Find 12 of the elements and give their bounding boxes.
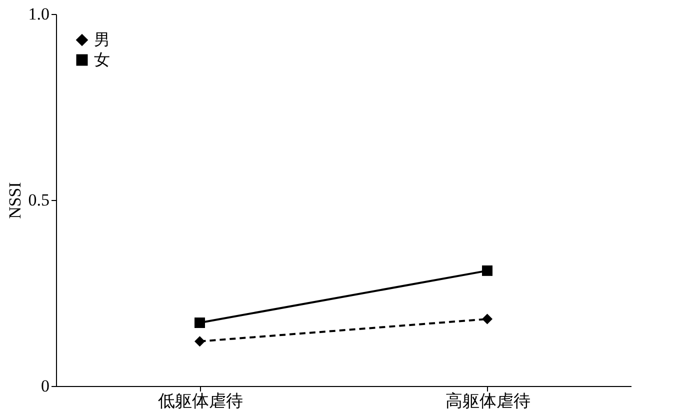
point bbox=[482, 314, 492, 324]
point bbox=[194, 336, 205, 347]
x-tick-label: 低躯体虐待 bbox=[158, 392, 243, 410]
x-tick-label: 高躯体虐待 bbox=[445, 392, 530, 410]
y-tick-label: 0 bbox=[41, 376, 50, 396]
point bbox=[194, 318, 205, 328]
y-tick-label: 1.0 bbox=[28, 4, 50, 24]
legend-label: 女 bbox=[94, 52, 110, 69]
legend-label: 男 bbox=[94, 32, 110, 49]
y-axis-title: NSSI bbox=[5, 182, 24, 219]
point bbox=[482, 265, 492, 276]
y-tick-label: 0.5 bbox=[28, 190, 50, 210]
